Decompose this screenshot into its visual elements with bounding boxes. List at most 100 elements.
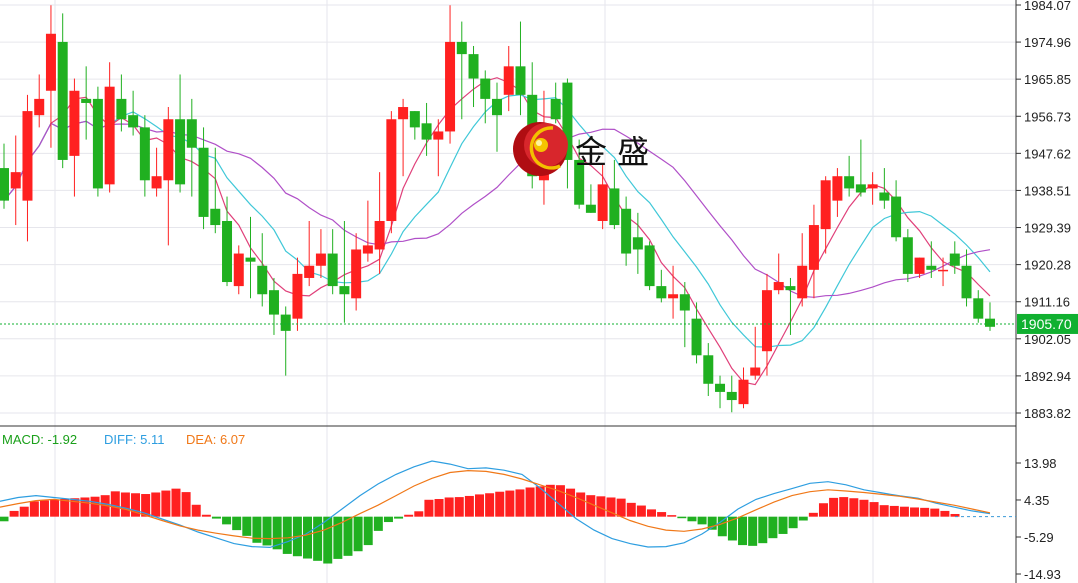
candle <box>34 74 45 128</box>
candle-body <box>891 196 902 238</box>
candle-body <box>715 383 726 392</box>
candle-body <box>820 180 831 230</box>
candle-body <box>609 188 620 226</box>
candle <box>797 233 808 307</box>
candle-body <box>867 184 878 189</box>
macd-histogram <box>0 484 960 564</box>
macd-bar <box>515 489 525 517</box>
macd-bar <box>606 497 616 517</box>
candle <box>198 127 209 230</box>
candle <box>268 277 279 335</box>
macd-bar <box>738 516 748 546</box>
candle <box>938 257 949 287</box>
candle <box>456 21 467 120</box>
candle <box>738 367 749 409</box>
macd-bar <box>323 516 333 564</box>
candle-body <box>374 220 385 250</box>
candle-body <box>445 41 456 132</box>
macd-bar <box>839 497 849 517</box>
macd-bar <box>39 500 49 517</box>
candle <box>562 78 573 189</box>
macd-bar <box>616 498 626 517</box>
candle-body <box>949 253 960 266</box>
candle <box>210 147 221 234</box>
candle <box>339 220 350 323</box>
macd-bar <box>899 506 909 517</box>
macd-bar <box>171 488 181 517</box>
candle-body <box>761 290 772 352</box>
candle-body <box>926 265 937 270</box>
candle-body <box>985 318 995 327</box>
macd-bar <box>657 512 667 517</box>
price-tick-label: 1892.94 <box>1024 369 1071 384</box>
macd-bar <box>282 516 292 554</box>
candle <box>151 147 162 197</box>
candle <box>808 204 819 299</box>
candle <box>902 229 913 283</box>
candle-body <box>961 265 972 299</box>
candle-body <box>151 176 162 189</box>
candle <box>844 155 855 197</box>
macd-bar <box>232 516 242 531</box>
macd-bar <box>141 494 151 517</box>
candle <box>926 241 937 278</box>
candle <box>175 74 186 193</box>
macd-bar <box>950 513 960 517</box>
candle <box>116 74 127 132</box>
macd-bar <box>778 516 788 534</box>
candle <box>10 135 21 226</box>
macd-bar <box>211 516 221 519</box>
candle-body <box>327 253 338 287</box>
macd-bar <box>717 516 727 537</box>
candle <box>480 70 491 124</box>
candle <box>92 86 103 197</box>
macd-tick-label: 13.98 <box>1024 456 1057 471</box>
macd-bar <box>930 508 940 517</box>
macd-bar <box>343 516 353 556</box>
candle-body <box>186 119 197 148</box>
macd-bar <box>495 491 505 517</box>
grid-lines <box>0 0 1016 583</box>
macd-bar <box>798 516 808 521</box>
candle-body <box>738 379 749 405</box>
candle <box>879 168 890 209</box>
candle <box>949 241 960 274</box>
candle <box>104 62 115 193</box>
macd-bar <box>646 509 656 517</box>
current-price-tag: 1905.70 <box>1017 313 1078 334</box>
candle <box>398 98 409 177</box>
macd-bar <box>353 516 363 552</box>
candle-body <box>433 131 444 140</box>
price-tick-label: 1902.05 <box>1024 332 1071 347</box>
candle <box>855 139 866 197</box>
macd-bar <box>333 516 343 559</box>
macd-bar <box>373 516 383 531</box>
candle <box>773 253 784 295</box>
macd-bar <box>90 496 100 517</box>
candle <box>351 233 362 311</box>
candle-body <box>116 98 127 120</box>
candle-body <box>233 253 244 287</box>
candle-body <box>362 245 373 254</box>
macd-bar <box>181 492 191 517</box>
candle-body <box>257 265 268 295</box>
candle <box>69 78 80 197</box>
macd-bar <box>161 490 171 517</box>
macd-bar <box>768 516 778 539</box>
candle <box>597 164 608 230</box>
candle-body <box>268 290 279 315</box>
candle-body <box>10 172 21 189</box>
candle <box>550 82 561 124</box>
macd-bar <box>50 499 60 517</box>
candle-body <box>456 41 467 55</box>
candle <box>222 196 233 287</box>
candle-body <box>656 286 667 299</box>
candle-body <box>550 98 561 120</box>
macd-tick-label: -14.93 <box>1024 567 1061 582</box>
macd-bar <box>313 516 323 561</box>
candle-body <box>104 86 115 185</box>
macd-bar <box>131 493 141 517</box>
candle-body <box>398 107 409 120</box>
candle <box>362 200 373 262</box>
logo: 金 盛 <box>513 122 649 176</box>
